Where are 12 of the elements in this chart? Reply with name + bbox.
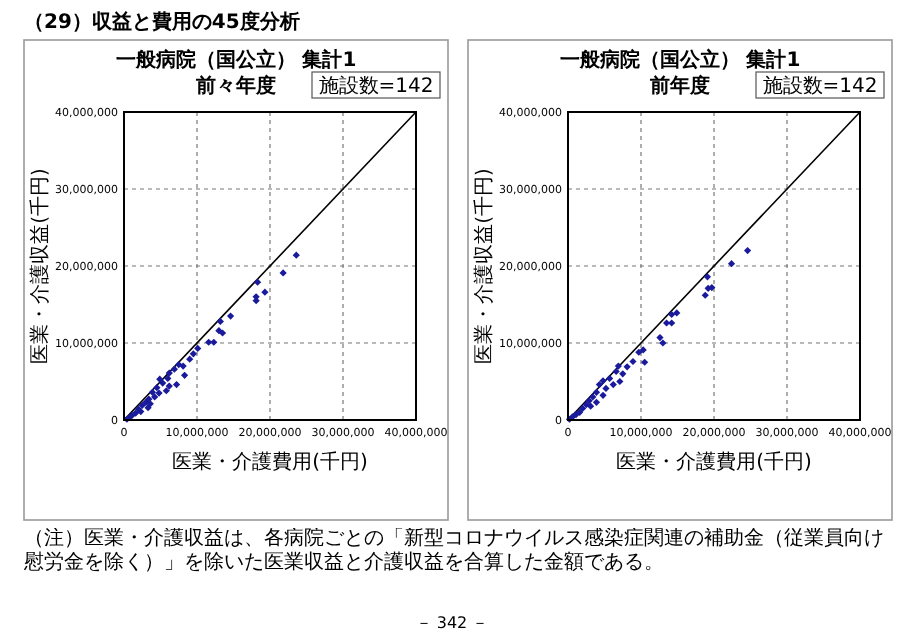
- text: － 342 －: [415, 614, 489, 632]
- y-axis-title: 医業・介護収益(千円): [28, 168, 52, 364]
- x-axis-title: 医業・介護費用(千円): [616, 450, 812, 474]
- chart-subtitle: 前年度: [648, 74, 710, 98]
- text: 施設数=142: [762, 74, 878, 98]
- chart-title: 一般病院（国公立） 集計1: [559, 48, 801, 72]
- chart-title: 一般病院（国公立） 集計1: [115, 48, 357, 72]
- x-axis-title: 医業・介護費用(千円): [172, 450, 368, 474]
- text: 施設数=142: [318, 74, 434, 98]
- text: （29）収益と費用の45度分析: [24, 10, 300, 34]
- y-axis-title: 医業・介護収益(千円): [472, 168, 496, 364]
- chart-subtitle: 前々年度: [194, 74, 276, 98]
